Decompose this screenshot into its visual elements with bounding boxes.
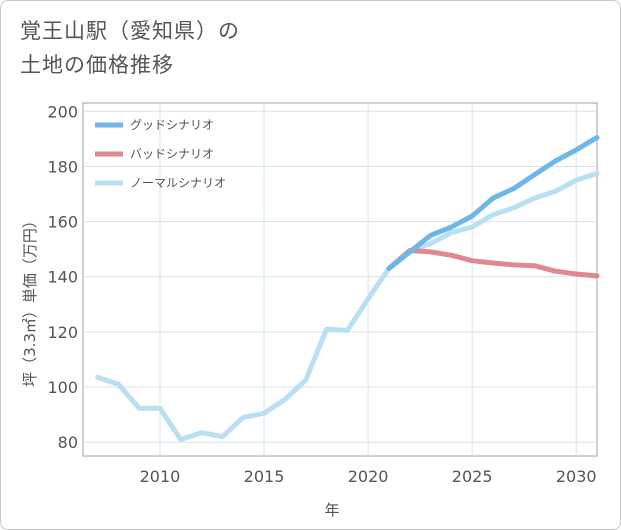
x-tick-label: 2025 [452,467,493,486]
chart-title-line-1: 覚王山駅（愛知県）の [20,19,240,43]
y-tick-label: 80 [58,433,78,452]
series-line-1 [386,248,600,279]
y-tick-label: 200 [47,102,78,121]
grid-lines [83,103,597,456]
series-line-2 [95,170,600,442]
x-tick-label: 2020 [348,467,389,486]
y-tick-label: 120 [47,323,78,342]
series-line-0 [386,135,600,271]
x-axis-label: 年 [324,501,339,519]
y-tick-label: 180 [47,157,78,176]
y-tick-label: 140 [47,268,78,287]
y-tick-label: 160 [47,213,78,232]
tick-labels: 2010 2015 2020 2025 2030 80 100 120 140 160 180 200 [47,102,596,486]
plot-area-border [82,102,598,457]
x-tick-label: 2010 [140,467,181,486]
x-tick-label: 2015 [244,467,285,486]
y-tick-label: 100 [47,378,78,397]
legend-label-0: グッドシナリオ [130,118,214,132]
chart-title-line-2: 土地の価格推移 [20,53,174,77]
x-tick-label: 2030 [556,467,597,486]
y-axis-label: 坪（3.3㎡）単価（万円） [21,213,39,387]
series-lines [95,135,600,442]
chart-title: 覚王山駅（愛知県）の 土地の価格推移 [20,14,240,82]
legend-label-1: バッドシナリオ [130,147,214,161]
legend-label-2: ノーマルシナリオ [130,176,226,190]
